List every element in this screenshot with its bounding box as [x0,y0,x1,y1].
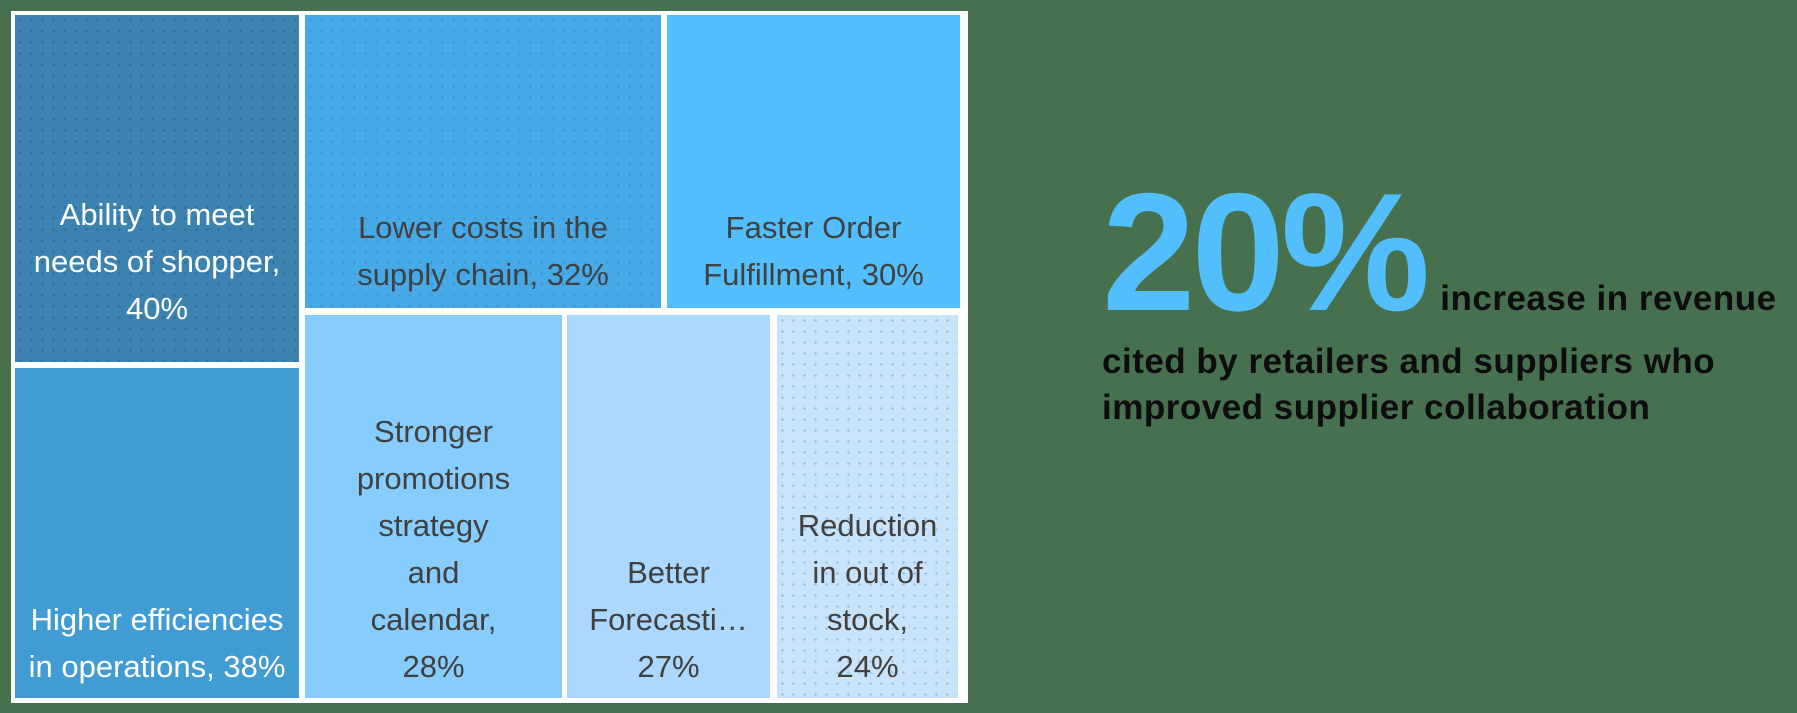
treemap-tile-faster-order-fulfillment: Faster Order Fulfillment, 30% [667,15,960,308]
treemap-chart: Ability to meet needs of shopper, 40% Hi… [11,11,968,703]
treemap-tile-reduction-out-of-stock: Reduction in out of stock, 24% [777,315,958,698]
stat-description: cited by retailers and suppliers who imp… [1102,342,1716,427]
stat-suffix: increase in revenue [1440,279,1777,318]
revenue-stat: 20% increase in revenue [1102,168,1777,336]
treemap-tile-stronger-promotions: Stronger promotions strategy and calenda… [305,315,562,698]
treemap-tile-better-forecasting: Better Forecasti… 27% [567,315,770,698]
stat-value: 20% [1102,158,1430,346]
treemap-tile-lower-costs: Lower costs in the supply chain, 32% [305,15,661,308]
treemap-tile-ability-to-meet-needs: Ability to meet needs of shopper, 40% [15,15,299,362]
treemap-tile-higher-efficiencies: Higher efficiencies in operations, 38% [15,368,299,698]
